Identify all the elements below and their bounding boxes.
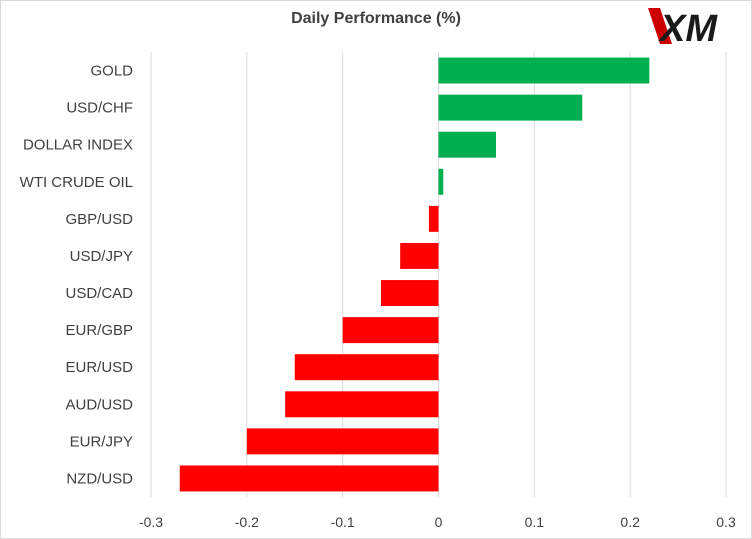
- x-tick-label: -0.1: [331, 514, 355, 530]
- x-tick-label: -0.3: [139, 514, 163, 530]
- category-label: USD/JPY: [70, 248, 133, 265]
- xm-logo: XM: [648, 8, 718, 48]
- bar: [294, 354, 439, 381]
- category-label: GBP/USD: [65, 211, 133, 228]
- category-label: EUR/GBP: [65, 322, 133, 339]
- category-label: USD/CHF: [66, 100, 133, 117]
- category-label: EUR/JPY: [70, 433, 133, 450]
- bar: [381, 280, 439, 307]
- bar: [246, 428, 439, 455]
- x-tick-labels: -0.3 -0.2 -0.1 0 0.1 0.2 0.3: [139, 514, 736, 530]
- category-label: AUD/USD: [65, 396, 133, 413]
- x-tick-label: 0.1: [525, 514, 545, 530]
- category-label: NZD/USD: [66, 470, 133, 487]
- bar: [179, 465, 439, 492]
- category-label: USD/CAD: [65, 285, 133, 302]
- grid-lines: [150, 52, 727, 497]
- bar: [438, 131, 496, 158]
- x-tick-label: -0.2: [235, 514, 259, 530]
- x-tick-label: 0: [435, 514, 443, 530]
- bars: [179, 57, 650, 492]
- bar: [438, 168, 444, 195]
- bar: [438, 57, 650, 84]
- bar: [285, 391, 439, 418]
- bar: [438, 94, 583, 121]
- x-tick-label: 0.3: [716, 514, 736, 530]
- chart-title: Daily Performance (%): [291, 10, 461, 27]
- logo-text: XM: [658, 8, 718, 48]
- bar: [428, 205, 439, 232]
- category-label: GOLD: [90, 63, 133, 80]
- bar: [342, 317, 439, 344]
- category-label: DOLLAR INDEX: [23, 137, 133, 154]
- category-label: WTI CRUDE OIL: [20, 174, 133, 191]
- logo-accent-shape: [648, 8, 672, 44]
- category-label: EUR/USD: [65, 359, 133, 376]
- category-labels: GOLD USD/CHF DOLLAR INDEX WTI CRUDE OIL GBP/…: [20, 63, 134, 488]
- x-tick-label: 0.2: [620, 514, 640, 530]
- bar: [400, 242, 439, 269]
